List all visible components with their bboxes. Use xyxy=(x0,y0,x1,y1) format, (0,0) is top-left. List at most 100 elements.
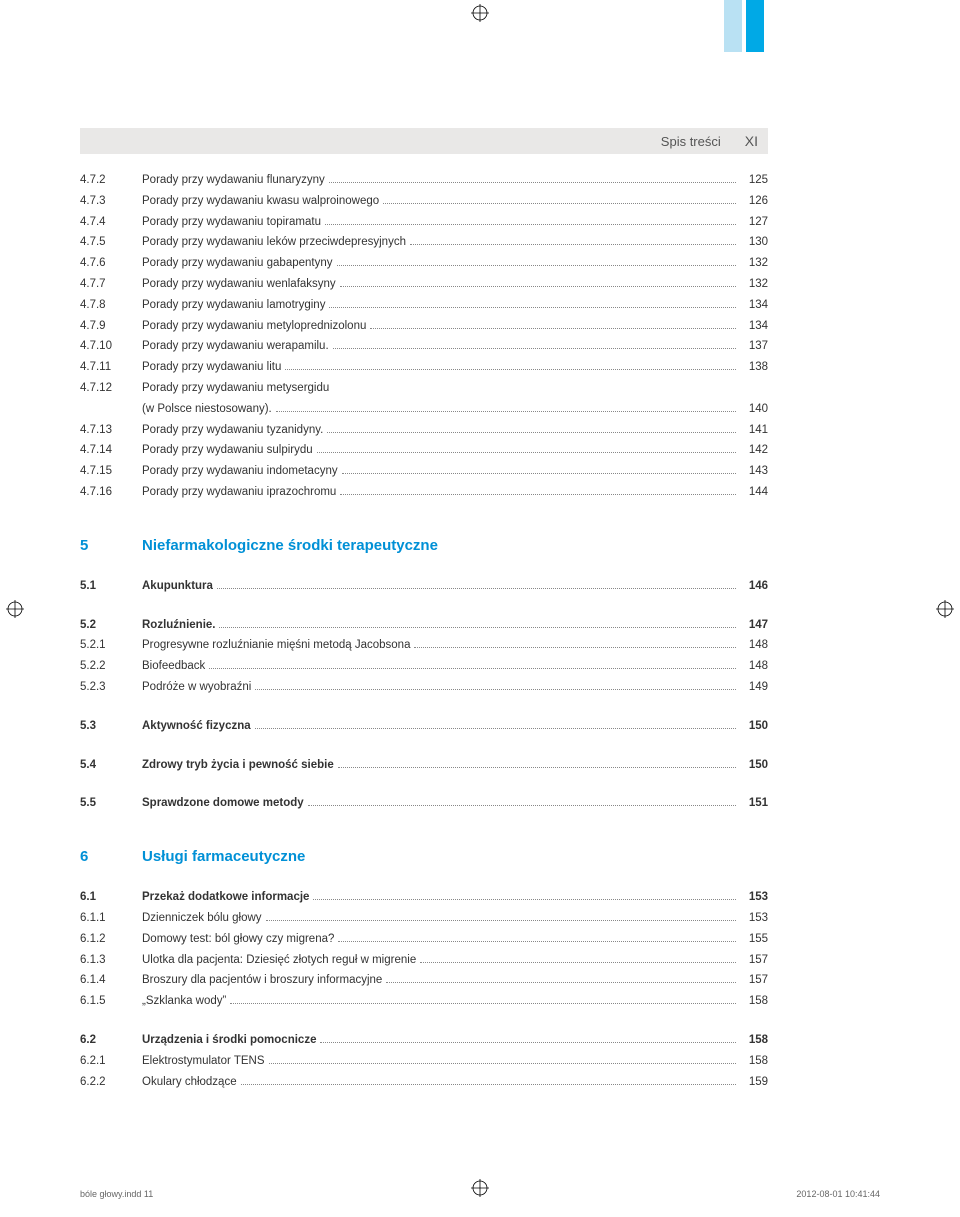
tab-dark xyxy=(746,0,764,52)
footer: bóle głowy.indd 11 2012-08-01 10:41:44 xyxy=(80,1189,880,1199)
toc-leader xyxy=(219,627,736,628)
toc-leader xyxy=(414,647,736,648)
toc-title: Porady przy wydawaniu litu xyxy=(142,361,281,375)
toc-row: 4.7.7Porady przy wydawaniu wenlafaksyny 1… xyxy=(80,278,768,292)
toc-leader xyxy=(338,941,736,942)
toc-page: 146 xyxy=(740,580,768,594)
toc-leader xyxy=(410,244,736,245)
toc-leader xyxy=(340,494,736,495)
toc-leader xyxy=(308,805,736,806)
toc-row: 4.7.12Porady przy wydawaniu metysergidu xyxy=(80,382,768,396)
toc-number: 4.7.9 xyxy=(80,320,142,334)
toc-leader xyxy=(217,588,736,589)
toc-leader xyxy=(333,348,736,349)
toc-row: 4.7.8Porady przy wydawaniu lamotryginy13… xyxy=(80,299,768,313)
toc-row: 6.2.2Okulary chłodzące159 xyxy=(80,1076,768,1090)
toc-page: 148 xyxy=(740,660,768,674)
toc-number: 4.7.4 xyxy=(80,216,142,230)
toc-number: 5.1 xyxy=(80,580,142,594)
toc-page: 138 xyxy=(740,361,768,375)
toc-title: Porady przy wydawaniu gabapentyny xyxy=(142,257,333,271)
toc-number: 6.1.5 xyxy=(80,995,142,1009)
toc-title: Porady przy wydawaniu wenlafaksyny xyxy=(142,278,336,292)
toc-page: 153 xyxy=(740,891,768,905)
toc-number: 6.1 xyxy=(80,891,142,905)
toc-number: 4.7.6 xyxy=(80,257,142,271)
crop-mark-top xyxy=(471,4,489,22)
toc-number: 4.7.3 xyxy=(80,195,142,209)
toc-row: 6.1.3Ulotka dla pacjenta: Dziesięć złoty… xyxy=(80,954,768,968)
toc-leader xyxy=(320,1042,736,1043)
toc-number: 6.1.4 xyxy=(80,974,142,988)
toc-page: 151 xyxy=(740,797,768,811)
toc-number: 6.1.1 xyxy=(80,912,142,926)
toc-row: 4.7.13Porady przy wydawaniu tyzanidyny.1… xyxy=(80,424,768,438)
tab-light xyxy=(724,0,742,52)
toc-title: Progresywne rozluźnianie mięśni metodą J… xyxy=(142,639,410,653)
chapter-title: Niefarmakologiczne środki terapeutyczne xyxy=(142,537,438,555)
toc-title: Porady przy wydawaniu metyloprednizolonu xyxy=(142,320,366,334)
toc-leader xyxy=(317,452,736,453)
footer-file: bóle głowy.indd 11 xyxy=(80,1189,153,1199)
toc-row: 5.2.1Progresywne rozluźnianie mięśni met… xyxy=(80,639,768,653)
toc-leader xyxy=(342,473,736,474)
toc-leader xyxy=(338,767,736,768)
toc-row: 4.7.11Porady przy wydawaniu litu138 xyxy=(80,361,768,375)
toc-number: 5.2.1 xyxy=(80,639,142,653)
header-band: Spis treści XI xyxy=(80,128,768,154)
toc-page: 149 xyxy=(740,681,768,695)
toc-number: 5.2 xyxy=(80,619,142,633)
toc-number: 4.7.8 xyxy=(80,299,142,313)
toc-number: 5.3 xyxy=(80,720,142,734)
toc-page: 144 xyxy=(740,486,768,500)
toc-row: 6.1Przekaż dodatkowe informacje153 xyxy=(80,891,768,905)
toc-page: 155 xyxy=(740,933,768,947)
toc-chapter: 6Usługi farmaceutyczne xyxy=(80,848,768,866)
toc-row: 5.3Aktywność fizyczna150 xyxy=(80,720,768,734)
toc-title: Zdrowy tryb życia i pewność siebie xyxy=(142,759,334,773)
toc-row: 5.4Zdrowy tryb życia i pewność siebie150 xyxy=(80,759,768,773)
side-tabs xyxy=(724,0,768,52)
toc-page: 132 xyxy=(740,278,768,292)
toc-page: 130 xyxy=(740,236,768,250)
toc-title: (w Polsce niestosowany). xyxy=(142,403,272,417)
toc-row: 4.7.16Porady przy wydawaniu iprazochromu… xyxy=(80,486,768,500)
toc-row: 6.1.5„Szklanka wody”158 xyxy=(80,995,768,1009)
toc-leader xyxy=(329,182,736,183)
toc-number: 6.1.2 xyxy=(80,933,142,947)
toc-title: Okulary chłodzące xyxy=(142,1076,237,1090)
toc-title: Porady przy wydawaniu topiramatu xyxy=(142,216,321,230)
toc-leader xyxy=(276,411,736,412)
toc-page: 141 xyxy=(740,424,768,438)
toc-row: 5.2.3Podróże w wyobraźni149 xyxy=(80,681,768,695)
chapter-title: Usługi farmaceutyczne xyxy=(142,848,305,866)
toc-page: 148 xyxy=(740,639,768,653)
toc-row: 5.2.2Biofeedback 148 xyxy=(80,660,768,674)
toc-page: 143 xyxy=(740,465,768,479)
toc-row: 4.7.3Porady przy wydawaniu kwasu walproi… xyxy=(80,195,768,209)
toc-title: Porady przy wydawaniu flunaryzyny xyxy=(142,174,325,188)
toc-title: Domowy test: ból głowy czy migrena? xyxy=(142,933,334,947)
toc-title: Dzienniczek bólu głowy xyxy=(142,912,262,926)
toc-number: 4.7.10 xyxy=(80,340,142,354)
toc-leader xyxy=(340,286,736,287)
toc-leader xyxy=(370,328,736,329)
toc-number: 4.7.7 xyxy=(80,278,142,292)
toc-number: 4.7.2 xyxy=(80,174,142,188)
toc-page: 137 xyxy=(740,340,768,354)
toc-leader xyxy=(266,920,736,921)
toc-title: Biofeedback xyxy=(142,660,205,674)
toc-title: Rozluźnienie. xyxy=(142,619,215,633)
toc-leader xyxy=(285,369,736,370)
toc-page: 147 xyxy=(740,619,768,633)
toc-leader xyxy=(230,1003,736,1004)
toc-page: 150 xyxy=(740,720,768,734)
toc-page: 157 xyxy=(740,954,768,968)
footer-timestamp: 2012-08-01 10:41:44 xyxy=(796,1189,880,1199)
toc-number: 6.2.2 xyxy=(80,1076,142,1090)
toc-number: 6.2 xyxy=(80,1034,142,1048)
toc-number: 5.2.2 xyxy=(80,660,142,674)
toc-page: 127 xyxy=(740,216,768,230)
toc-page: 157 xyxy=(740,974,768,988)
toc-number: 4.7.16 xyxy=(80,486,142,500)
